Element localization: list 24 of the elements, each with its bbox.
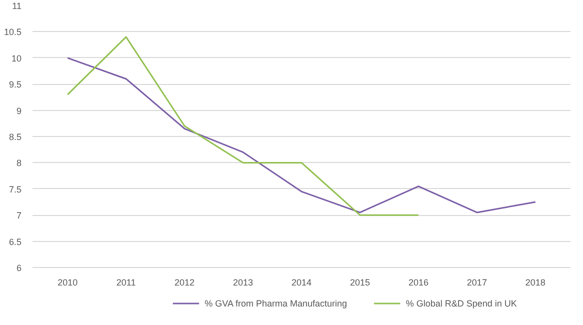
x-tick-label: 2017 [466,278,487,288]
y-tick-label: 11 [12,1,22,11]
legend-label: % GVA from Pharma Manufacturing [204,298,348,308]
x-tick-label: 2010 [58,278,78,288]
x-tick-label: 2016 [408,278,428,288]
legend-label: % Global R&D Spend in UK [406,298,517,308]
y-tick-label: 6 [16,263,22,273]
y-tick-label: 6.5 [8,236,22,247]
line-series [66,36,420,216]
line-series [66,57,536,214]
y-tick-label: 7.5 [8,184,22,194]
y-tick-label: 9.5 [8,80,22,90]
y-tick-label: 10.5 [4,27,22,38]
x-tick-label: 2014 [291,278,312,288]
x-tick-label: 2015 [350,278,370,288]
x-tick-label: 2018 [525,278,546,288]
x-tick-label: 2012 [174,278,195,288]
x-tick-label: 2013 [233,278,254,288]
y-tick-label: 10 [11,53,22,64]
y-tick-label: 9 [16,106,22,116]
y-tick-label: 8 [16,158,22,168]
y-tick-label: 7 [16,210,22,221]
y-tick-label: 8.5 [8,132,22,142]
x-tick-label: 2011 [116,278,136,288]
